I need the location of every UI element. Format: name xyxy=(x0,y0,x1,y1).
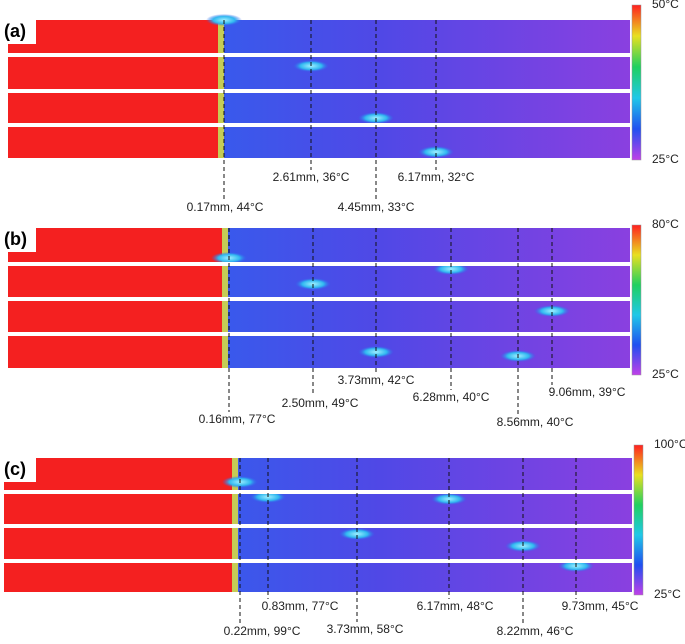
annotation: 6.28mm, 40°C xyxy=(413,390,490,404)
scale-max: 100°C xyxy=(654,437,685,451)
strip-gap xyxy=(4,89,630,93)
hot-spot xyxy=(339,528,375,540)
annotation: 0.17mm, 44°C xyxy=(187,200,264,214)
annotation: 6.17mm, 32°C xyxy=(398,170,475,184)
colorbar xyxy=(631,4,642,161)
annotation: 9.06mm, 39°C xyxy=(549,385,626,399)
strip-gap xyxy=(0,490,632,494)
strip-gap xyxy=(0,559,632,563)
annotation: 9.73mm, 45°C xyxy=(562,599,639,613)
colorbar xyxy=(633,444,644,596)
scale-max: 50°C xyxy=(652,0,679,11)
panel: (a) 50°C 25°C 0.17mm, 44°C 2.61mm, 36°C 4.45m… xyxy=(0,0,679,214)
strip-gap xyxy=(0,524,632,528)
scale-max: 80°C xyxy=(652,217,679,231)
annotation: 4.45mm, 33°C xyxy=(338,200,415,214)
annotation: 2.61mm, 36°C xyxy=(273,170,350,184)
label-box xyxy=(0,16,36,44)
annotation: 2.50mm, 49°C xyxy=(282,396,359,410)
panel-label: (a) xyxy=(4,21,26,41)
strip-gap xyxy=(4,297,630,301)
label-box xyxy=(0,454,36,482)
colorbar xyxy=(631,224,642,376)
panel: (b) 80°C 25°C 0.16mm, 77°C 2.50mm, 49°C 3.73m… xyxy=(0,217,679,429)
annotation: 0.22mm, 99°C xyxy=(224,624,301,638)
annotation: 8.56mm, 40°C xyxy=(497,415,574,429)
strip-gap xyxy=(4,262,630,266)
annotation: 0.16mm, 77°C xyxy=(199,412,276,426)
strip-gap xyxy=(4,332,630,336)
annotation: 3.73mm, 58°C xyxy=(327,622,404,636)
annotation: 6.17mm, 48°C xyxy=(417,599,494,613)
hot-spot xyxy=(418,146,454,158)
panel-label: (b) xyxy=(4,229,27,249)
hot-spot xyxy=(358,346,394,358)
scale-min: 25°C xyxy=(654,587,681,601)
strip-gap xyxy=(4,53,630,57)
scale-min: 25°C xyxy=(652,367,679,381)
hot-spot xyxy=(431,493,467,505)
annotation: 8.22mm, 46°C xyxy=(497,624,574,638)
strip-gap xyxy=(4,123,630,127)
annotation: 3.73mm, 42°C xyxy=(338,373,415,387)
panel-label: (c) xyxy=(4,459,26,479)
label-box xyxy=(0,224,36,252)
annotation: 0.83mm, 77°C xyxy=(262,599,339,613)
scale-min: 25°C xyxy=(652,152,679,166)
hot-spot xyxy=(534,305,570,317)
panel: (c) 100°C 25°C 0.22mm, 99°C 0.83mm, 77°C 3.73… xyxy=(0,437,685,638)
